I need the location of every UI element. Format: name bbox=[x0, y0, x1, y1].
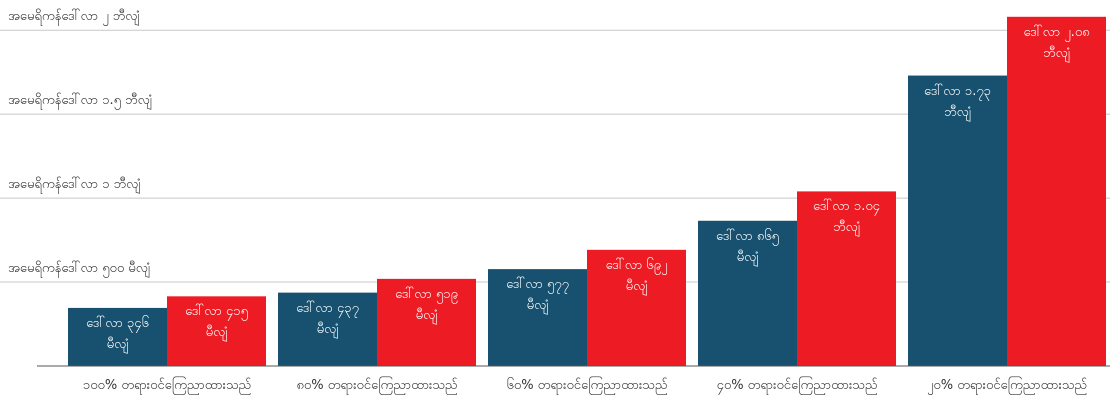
bar bbox=[377, 278, 476, 366]
value-label: ဒေါ်လာ ၅၁၉ မီလျံ bbox=[395, 286, 458, 323]
bar bbox=[488, 269, 587, 366]
value-label: ဒေါ်လာ ၁.၀၄ ဘီလျံ bbox=[813, 199, 880, 236]
bar bbox=[797, 191, 896, 366]
bar bbox=[278, 292, 377, 366]
bar bbox=[698, 220, 797, 366]
value-label: ဒေါ်လာ ၁.၇၃ ဘီလျံ bbox=[924, 83, 991, 120]
y-tick-label: အမေရိကန်ဒေါ်လာ ၁.၅ ဘီလျံ bbox=[8, 92, 152, 110]
x-tick-label: ၄၀% တရားဝင်ကြေညာထားသည် bbox=[717, 376, 878, 395]
bar bbox=[587, 249, 686, 366]
y-tick-label: အမေရိကန်ဒေါ်လာ ၁ ဘီလျံ bbox=[8, 176, 140, 194]
x-tick-label: ၂၀% တရားဝင်ကြေညာထားသည် bbox=[927, 376, 1087, 395]
value-label: ဒေါ်လာ ၄၃၇ မီလျံ bbox=[296, 300, 359, 337]
bar bbox=[908, 75, 1007, 366]
y-tick-label: အမေရိကန်ဒေါ်လာ ၅၀၀ မီလျံ bbox=[8, 260, 150, 278]
y-tick-label: အမေရိကန်ဒေါ်လာ ၂ ဘီလျံ bbox=[8, 8, 139, 26]
value-label: ဒေါ်လာ ၄၁၅ မီလျံ bbox=[185, 304, 248, 341]
bar bbox=[68, 307, 167, 366]
value-label: ဒေါ်လာ ၂.၀၈ ဘီလျံ bbox=[1023, 24, 1090, 61]
x-tick-label: ၆၀% တရားဝင်ကြေညာထားသည် bbox=[507, 376, 668, 395]
value-label: ဒေါ်လာ ၈၆၅ မီလျံ bbox=[716, 228, 779, 265]
value-label: ဒေါ်လာ ၅၇၇ မီလျံ bbox=[506, 277, 569, 314]
bar bbox=[1007, 16, 1106, 366]
x-tick-label: ၈၀% တရားဝင်ကြေညာထားသည် bbox=[297, 376, 458, 395]
value-label: ဒေါ်လာ ၃၄၆ မီလျံ bbox=[86, 315, 149, 352]
bar bbox=[167, 296, 266, 366]
value-label: ဒေါ်လာ ၆၉၂ မီလျံ bbox=[605, 257, 668, 294]
x-tick-label: ၁၀၀% တရားဝင်ကြေညာထားသည် bbox=[83, 376, 251, 395]
